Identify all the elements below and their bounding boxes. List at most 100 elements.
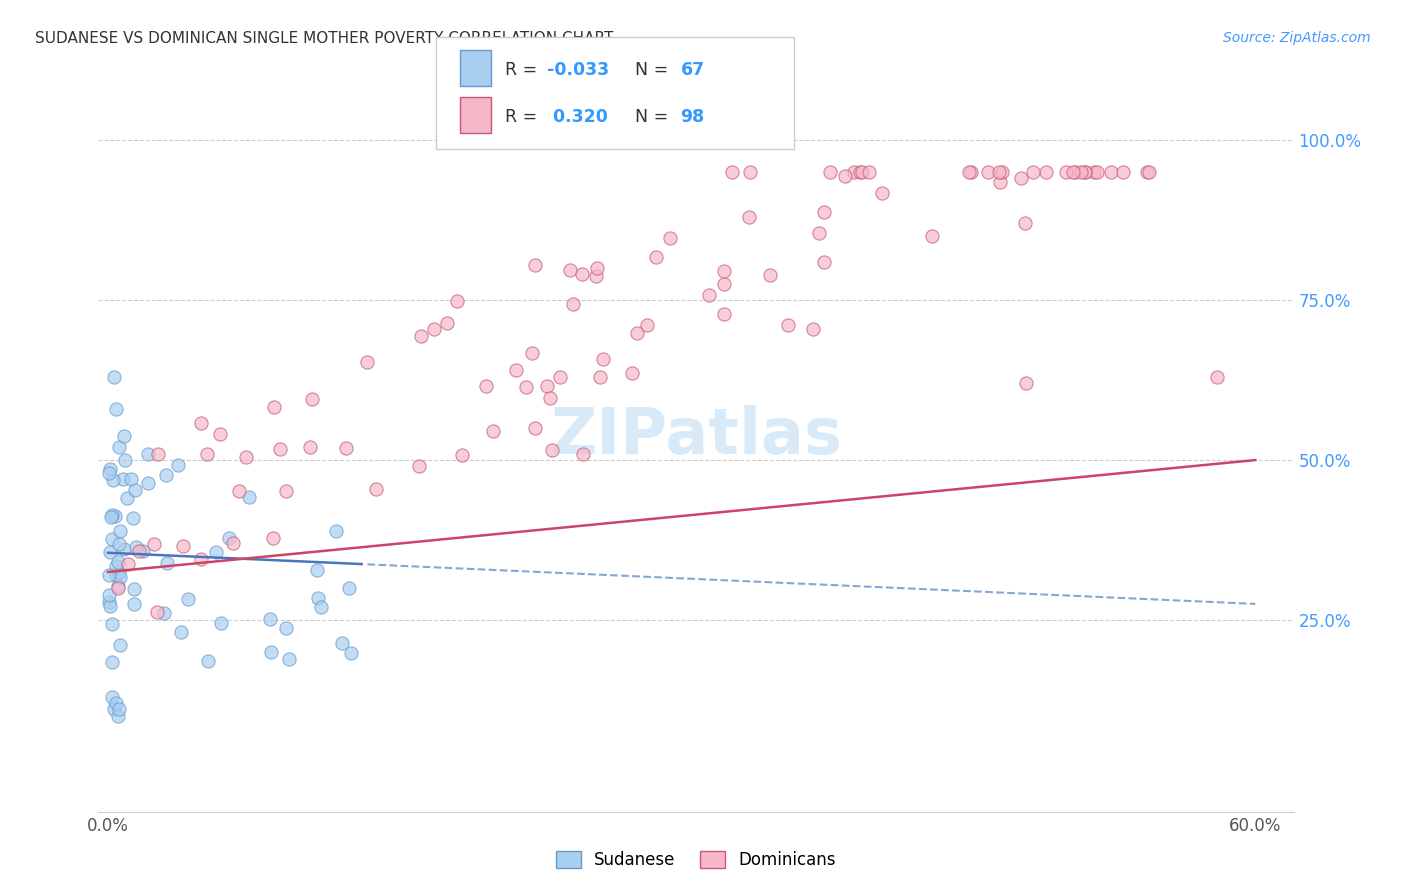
Point — [423, 322, 446, 336]
Point — [538, 391, 561, 405]
Text: ZIPatlas: ZIPatlas — [550, 405, 842, 467]
Point — [659, 231, 682, 245]
Point — [561, 297, 583, 311]
Point — [98, 462, 121, 476]
Point — [301, 392, 323, 407]
Point — [921, 229, 943, 244]
Point — [125, 540, 148, 554]
Point — [1021, 165, 1043, 179]
Point — [167, 458, 190, 473]
Point — [155, 468, 177, 483]
Point — [107, 555, 129, 569]
Point — [585, 261, 607, 276]
Point — [107, 708, 129, 723]
Point — [515, 380, 537, 394]
Point — [813, 205, 835, 219]
Text: 0.320: 0.320 — [547, 108, 607, 126]
Point — [98, 467, 121, 481]
Point — [436, 316, 458, 330]
Point — [818, 165, 841, 179]
Point — [235, 450, 257, 464]
Point — [307, 591, 329, 606]
Point — [298, 440, 321, 454]
Point — [330, 636, 353, 650]
Point — [108, 440, 131, 454]
Text: R =: R = — [505, 61, 543, 78]
Point — [808, 226, 831, 240]
Point — [142, 537, 165, 551]
Point — [446, 294, 468, 309]
Point — [110, 570, 132, 584]
Point — [274, 621, 297, 635]
Text: -0.033: -0.033 — [547, 61, 609, 78]
Point — [988, 165, 1011, 179]
Point — [571, 267, 593, 281]
Point — [112, 542, 135, 557]
Point — [104, 567, 127, 582]
Point — [813, 255, 835, 269]
Point — [524, 421, 547, 435]
Point — [1062, 165, 1084, 179]
Point — [98, 545, 121, 559]
Point — [307, 563, 329, 577]
Point — [737, 210, 759, 224]
Point — [262, 531, 284, 545]
Point — [870, 186, 893, 200]
Point — [713, 264, 735, 278]
Point — [274, 484, 297, 499]
Point — [122, 582, 145, 596]
Point — [190, 417, 212, 431]
Point — [740, 165, 762, 179]
Point — [1070, 165, 1092, 179]
Point — [957, 165, 980, 179]
Point — [541, 442, 564, 457]
Point — [834, 169, 856, 183]
Point — [228, 483, 250, 498]
Point — [108, 702, 131, 716]
Point — [117, 557, 139, 571]
Point — [848, 165, 870, 179]
Point — [100, 532, 122, 546]
Point — [645, 250, 668, 264]
Point — [104, 401, 127, 416]
Point — [451, 448, 474, 462]
Point — [169, 624, 191, 639]
Point — [98, 595, 121, 609]
Point — [269, 442, 291, 456]
Point — [721, 165, 744, 179]
Point — [520, 345, 543, 359]
Point — [124, 483, 146, 497]
Point — [1206, 370, 1229, 384]
Point — [481, 424, 503, 438]
Point — [209, 616, 232, 631]
Point — [103, 473, 125, 487]
Text: 67: 67 — [681, 61, 704, 78]
Point — [120, 472, 142, 486]
Point — [138, 447, 160, 461]
Point — [263, 400, 285, 414]
Point — [1135, 165, 1157, 179]
Point — [110, 638, 132, 652]
Point — [97, 588, 120, 602]
Point — [1035, 165, 1057, 179]
Point — [101, 655, 124, 669]
Point — [408, 458, 430, 473]
Point — [108, 565, 131, 579]
Text: SUDANESE VS DOMINICAN SINGLE MOTHER POVERTY CORRELATION CHART: SUDANESE VS DOMINICAN SINGLE MOTHER POVE… — [35, 31, 613, 46]
Point — [335, 442, 357, 456]
Point — [190, 552, 212, 566]
Point — [146, 447, 169, 461]
Point — [114, 453, 136, 467]
Point — [1112, 165, 1135, 179]
Point — [152, 606, 174, 620]
Point — [1014, 216, 1036, 230]
Point — [277, 651, 299, 665]
Point — [218, 531, 240, 545]
Point — [197, 654, 219, 668]
Point — [146, 605, 169, 619]
Text: N =: N = — [624, 61, 673, 78]
Point — [409, 328, 432, 343]
Point — [108, 524, 131, 538]
Text: R =: R = — [505, 108, 543, 126]
Text: Source: ZipAtlas.com: Source: ZipAtlas.com — [1223, 31, 1371, 45]
